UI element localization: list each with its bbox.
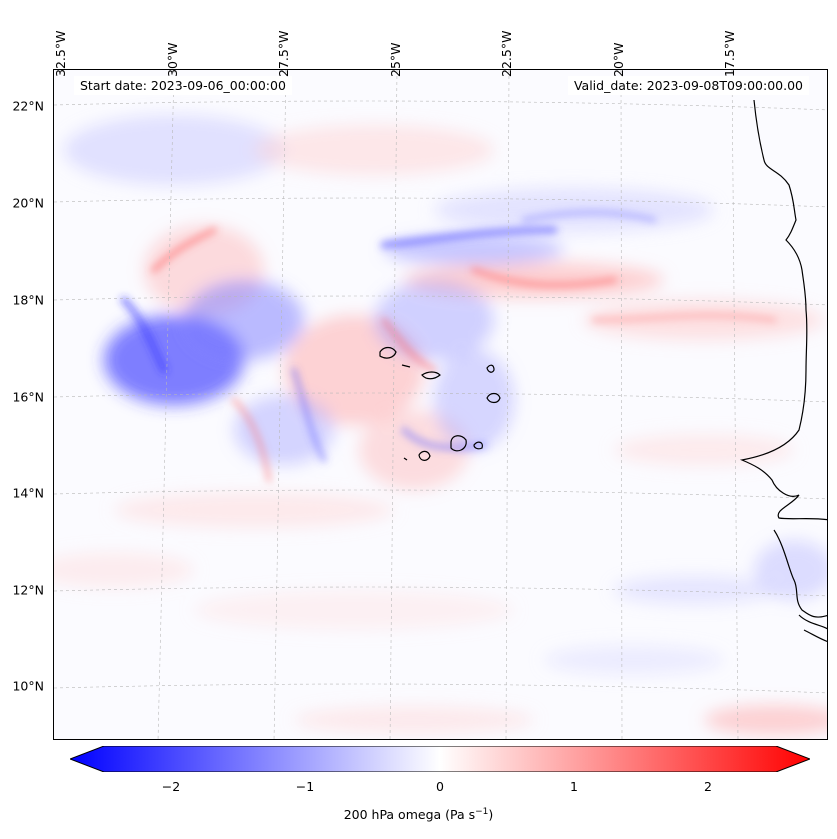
colorbar	[70, 746, 810, 772]
lon-label-25w: 25°W	[388, 42, 403, 77]
valid-date-label: Valid_date: 2023-09-08T09:00:00.00	[567, 76, 809, 95]
omega-field-blobs	[54, 115, 827, 735]
omega-field-map	[54, 70, 827, 739]
lat-label-20n: 20°N	[12, 195, 44, 211]
lat-label-12n: 12°N	[12, 582, 44, 598]
colorbar-tick-minus1: −1	[295, 779, 315, 794]
lon-label-20w: 20°W	[611, 42, 626, 77]
colorbar-tick-1: 1	[570, 779, 578, 794]
colorbar-tick-minus2: −2	[161, 779, 181, 794]
map-panel: Start date: 2023-09-06_00:00:00 Valid_da…	[53, 69, 828, 740]
lat-label-10n: 10°N	[12, 678, 44, 694]
colorbar-gradient	[70, 746, 810, 772]
omega-field-filaments	[120, 210, 777, 483]
colorbar-label-unit-exponent: −1	[475, 807, 489, 817]
colorbar-label-end: )	[488, 807, 494, 823]
lat-label-16n: 16°N	[12, 389, 44, 405]
lon-label-27-5w: 27.5°W	[276, 30, 291, 77]
lat-label-18n: 18°N	[12, 292, 44, 308]
start-date-label: Start date: 2023-09-06_00:00:00	[74, 76, 292, 95]
lon-label-30w: 30°W	[165, 42, 180, 77]
islands	[379, 346, 501, 461]
lon-label-32-5w: 32.5°W	[53, 30, 68, 77]
gridlines	[54, 70, 827, 739]
coastlines	[739, 99, 827, 642]
lon-label-17-5w: 17.5°W	[722, 30, 737, 77]
lon-label-22-5w: 22.5°W	[499, 30, 514, 77]
colorbar-label: 200 hPa omega (Pa s−1)	[0, 807, 837, 822]
lat-label-14n: 14°N	[12, 485, 44, 501]
colorbar-tick-2: 2	[704, 779, 712, 794]
colorbar-label-main: 200 hPa omega (Pa s	[343, 807, 476, 823]
lat-label-22n: 22°N	[12, 98, 44, 114]
colorbar-tick-0: 0	[436, 779, 444, 794]
